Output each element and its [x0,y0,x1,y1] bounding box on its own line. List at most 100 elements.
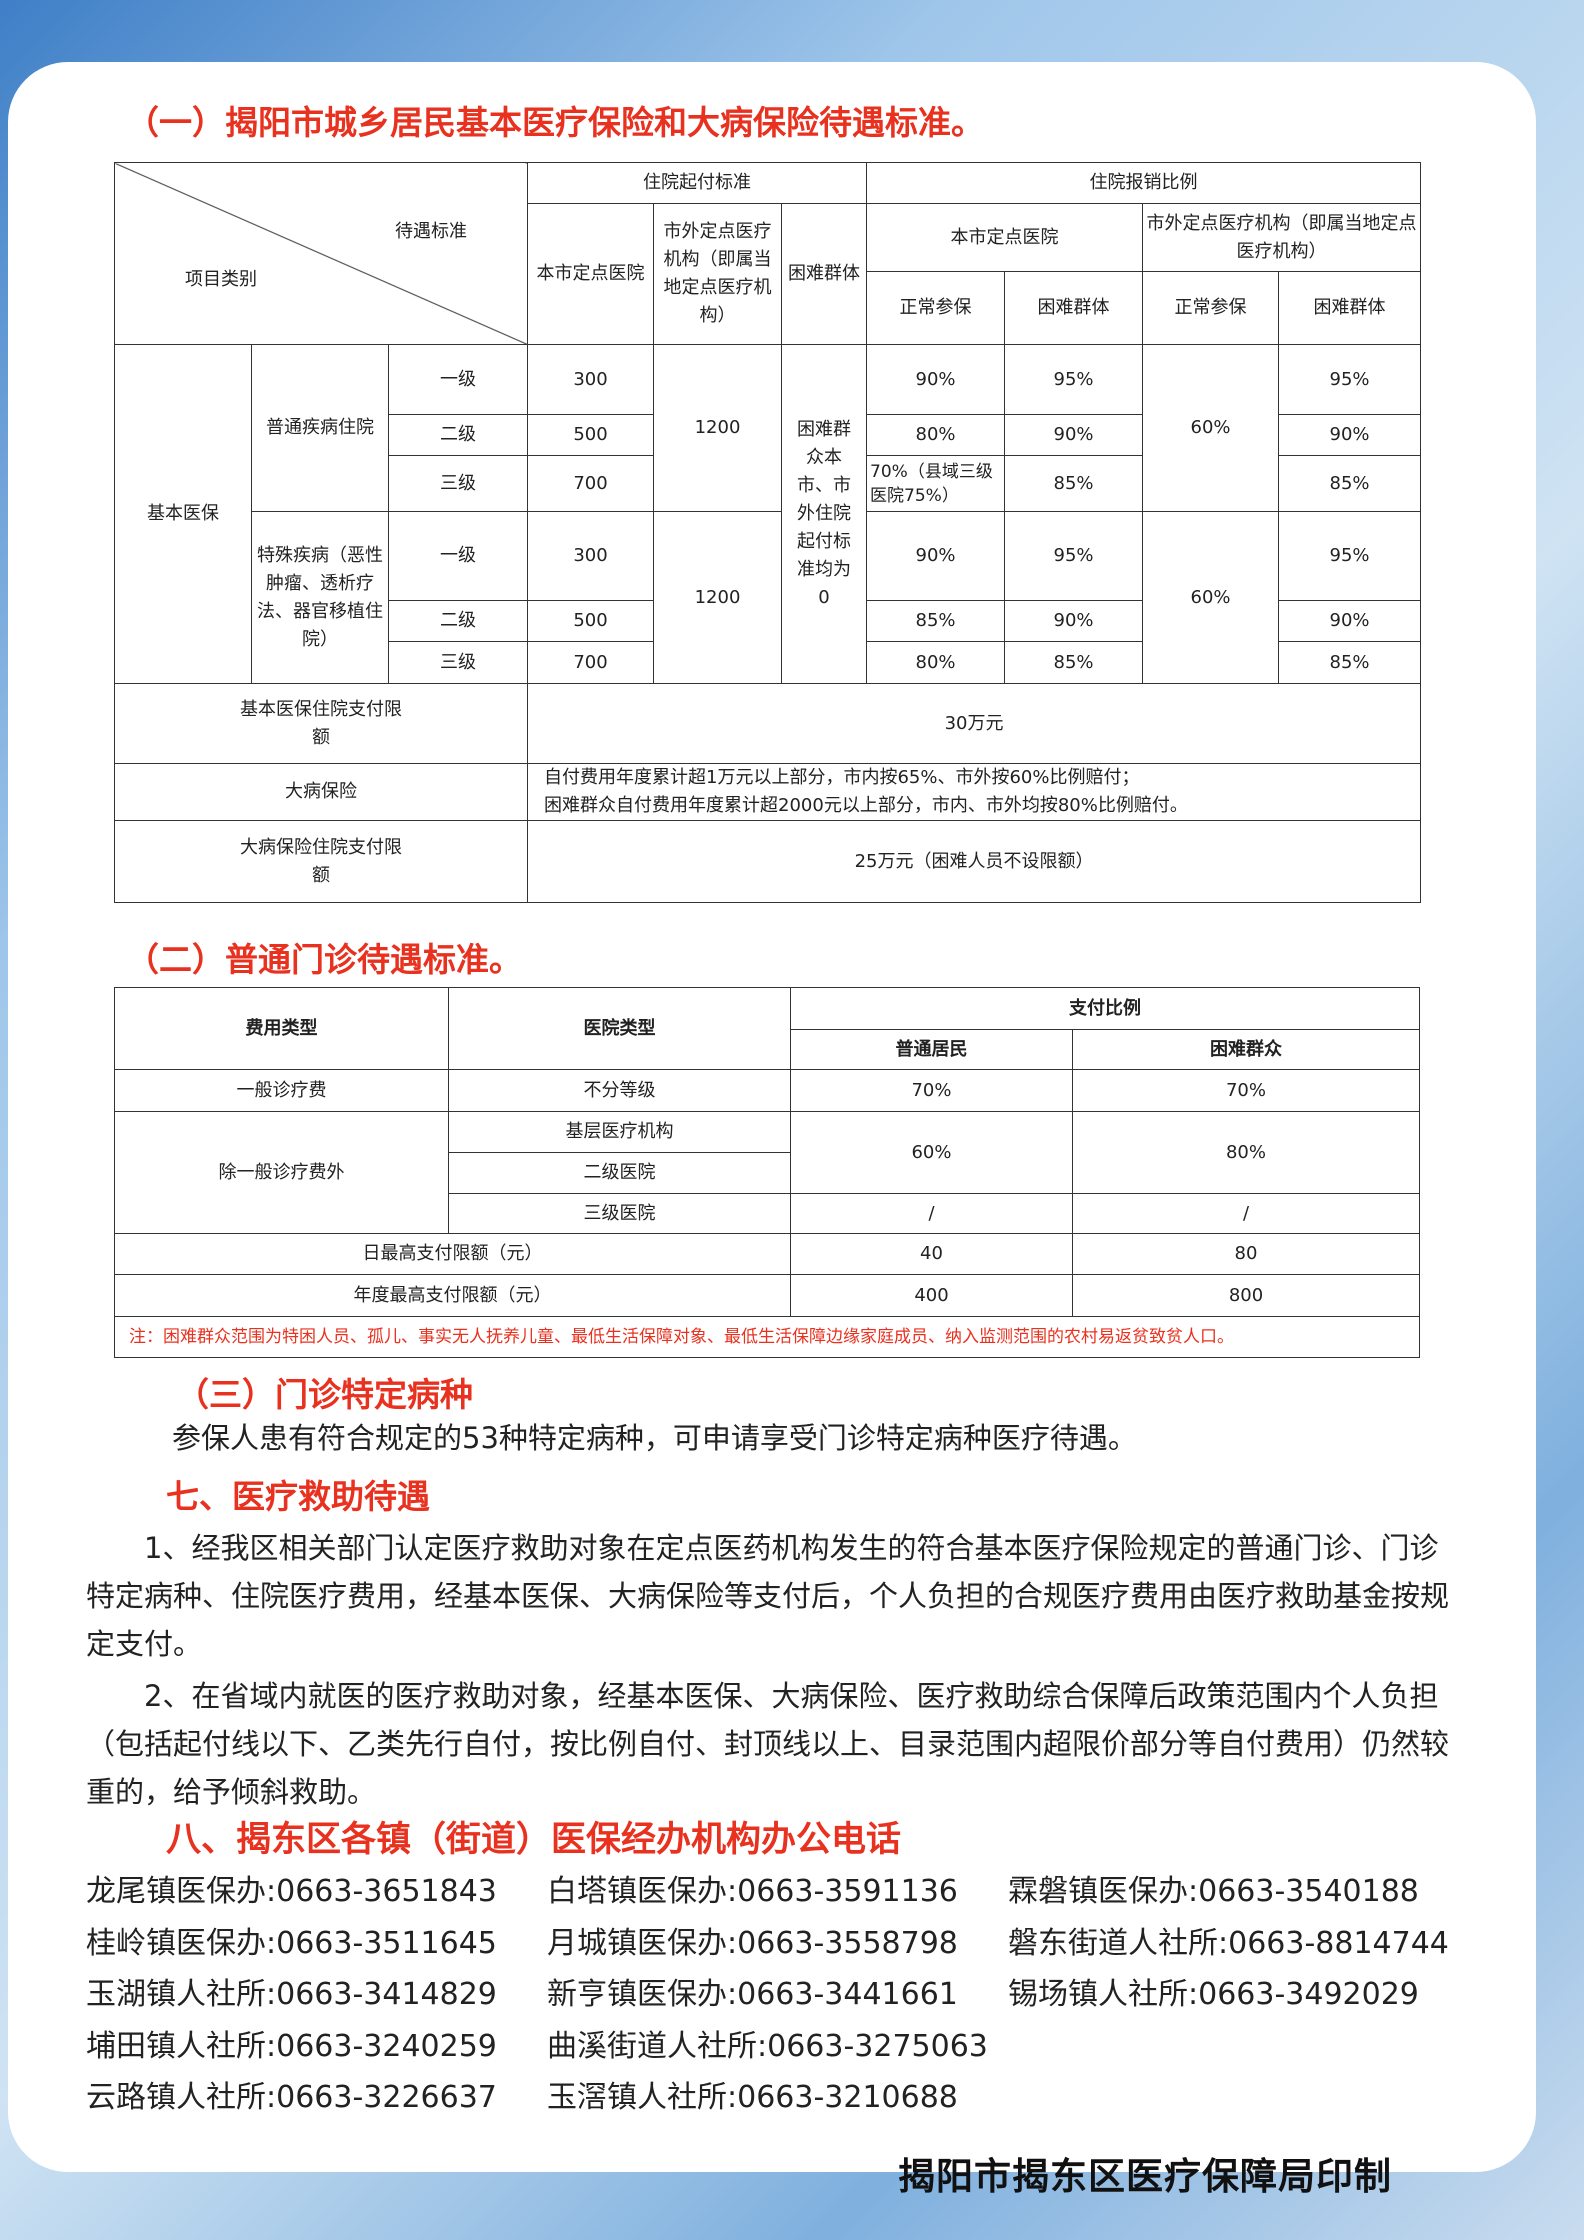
year-limit-label: 年度最高支付限额（元） [114,1274,791,1317]
putong-label: 普通疾病住院 [251,344,389,512]
header-baoxiao: 住院报销比例 [866,162,1422,204]
kunnan-note-cell: 困难群众本市、市外住院起付标准均为0 [781,344,868,684]
dabing-line: 自付费用年度累计超1万元以上部分，市内按65%、市外按60%比例赔付； [544,767,1140,788]
inpatient-table: 待遇标准 项目类别 住院起付标准 住院报销比例 本市定点医院 市外定点医疗机构（即… [113,162,1422,903]
section7-title: 七、医疗救助待遇 [166,1477,430,1516]
kn2-cell: 95% [1278,511,1422,601]
limit-value: 30万元 [527,683,1422,764]
header-zc2: 正常参保 [1142,271,1280,345]
phone-item: 桂岭镇医保办:0663-3511645 [86,1925,497,1961]
zc-cell: 80% [866,641,1006,684]
header-hospital: 医院类型 [448,987,791,1070]
benshi-cell: 300 [527,344,655,415]
hospital-cell: 三级医院 [448,1193,791,1234]
phone-item: 埔田镇人社所:0663-3240259 [86,2028,497,2064]
kn-cell: 85% [1004,455,1144,512]
zc-cell: 85% [866,600,1006,642]
kn2-cell: 90% [1278,600,1422,642]
phone-item: 新亨镇医保办:0663-3441661 [547,1977,958,2012]
header-zc1: 正常参保 [866,271,1006,345]
phone-item: 霖磐镇医保办:0663-3540188 [1008,1874,1419,1909]
phone-item: 玉湖镇人社所:0663-3414829 [86,1977,497,2012]
shiwai-qifu-cell: 1200 [653,511,783,684]
level-cell: 三级 [387,455,529,512]
hard-cell: 800 [1072,1274,1420,1317]
section7-p2: 2、在省域内就医的医疗救助对象，经基本医保、大病保险、医疗救助综合保障后政策范围… [86,1679,1450,1809]
dabing-value: 自付费用年度累计超1万元以上部分，市内按65%、市外按60%比例赔付； 困难群众自… [527,763,1422,821]
dabing-label: 大病保险 [113,763,529,821]
header-kn2: 困难群体 [1278,271,1422,345]
kn-cell: 90% [1004,600,1144,642]
type-cell: 除一般诊疗费外 [114,1111,449,1234]
kn-cell: 95% [1004,511,1144,601]
dabing-line: 困难群众自付费用年度累计超2000元以上部分，市内、市外均按80%比例赔付。 [544,795,1188,816]
level-cell: 一级 [387,344,529,415]
zc-cell: 80% [866,414,1006,456]
hard-cell: 70% [1072,1069,1420,1112]
benshi-cell: 700 [527,641,655,684]
phone-item: 曲溪街道人社所:0663-3275063 [547,2028,988,2064]
section3-text: 参保人患有符合规定的53种特定病种，可申请享受门诊特定病种医疗待遇。 [172,1421,1137,1455]
hard-cell: 80 [1072,1233,1420,1275]
normal-cell: 40 [790,1233,1073,1275]
outpatient-table: 费用类型 医院类型 支付比例 普通居民 困难群众 一般诊疗费 不分等级 70% … [114,987,1420,1358]
phone-item: 磐东街道人社所:0663-8814744 [1008,1925,1449,1961]
zc-cell: 90% [866,511,1006,601]
normal-cell: 60% [790,1111,1073,1194]
dabing-limit-value: 25万元（困难人员不设限额） [527,820,1422,903]
section3-title: （三）门诊特定病种 [176,1375,473,1414]
zc-cell: 70%（县域三级医院75%） [866,455,1006,512]
header-normal: 普通居民 [790,1029,1073,1070]
benshi-cell: 500 [527,600,655,642]
benshi-cell: 700 [527,455,655,512]
phone-item: 月城镇医保办:0663-3558798 [547,1925,958,1961]
diagonal-header: 待遇标准 项目类别 [113,162,529,345]
shiwai-qifu-cell: 1200 [653,344,783,512]
section7-p1: 1、经我区相关部门认定医疗救助对象在定点医药机构发生的符合基本医疗保险规定的普通… [86,1531,1450,1661]
header-shiwai-ratio: 市外定点医疗机构（即属当地定点医疗机构） [1142,203,1422,272]
kn2-cell: 95% [1278,344,1422,415]
kn2-cell: 85% [1278,455,1422,512]
kn-cell: 90% [1004,414,1144,456]
day-limit-label: 日最高支付限额（元） [114,1233,791,1275]
normal-cell: 70% [790,1069,1073,1112]
footer-publisher: 揭阳市揭东区医疗保障局印制 [898,2155,1392,2198]
normal-cell: 400 [790,1274,1073,1317]
kn2-cell: 85% [1278,641,1422,684]
level-cell: 三级 [387,641,529,684]
header-hard: 困难群众 [1072,1029,1420,1070]
header-type: 费用类型 [114,987,449,1070]
jiben-label: 基本医保 [114,344,252,684]
phone-item: 白塔镇医保办:0663-3591136 [547,1874,958,1909]
header-benshi: 本市定点医院 [527,203,655,345]
header-shiwai: 市外定点医疗机构（即属当地定点医疗机构） [653,203,783,345]
header-kn1: 困难群体 [1004,271,1144,345]
hospital-cell: 基层医疗机构 [448,1111,791,1153]
header-benshi-ratio: 本市定点医院 [866,203,1144,272]
normal-cell: / [790,1193,1073,1234]
kn-cell: 95% [1004,344,1144,415]
diag-bottom-label: 项目类别 [185,269,257,290]
limit-label: 基本医保住院支付限额 [113,683,529,764]
zc-cell: 90% [866,344,1006,415]
benshi-cell: 300 [527,511,655,601]
level-cell: 一级 [387,511,529,601]
phone-item: 锡场镇人社所:0663-3492029 [1008,1977,1419,2012]
shiwai-zc-cell: 60% [1142,511,1280,684]
teshu-label: 特殊疾病（恶性肿瘤、透析疗法、器官移植住院） [251,511,389,684]
phone-item: 龙尾镇医保办:0663-3651843 [86,1874,497,1909]
hard-cell: 80% [1072,1111,1420,1194]
section1-title: （一）揭阳市城乡居民基本医疗保险和大病保险待遇标准。 [126,103,984,142]
header-qifu: 住院起付标准 [527,162,868,204]
phone-item: 玉滘镇人社所:0663-3210688 [547,2080,958,2115]
phone-item: 云路镇人社所:0663-3226637 [86,2080,497,2115]
header-kunnan: 困难群体 [781,203,868,345]
hospital-cell: 不分等级 [448,1069,791,1112]
hard-cell: / [1072,1193,1420,1234]
kn-cell: 85% [1004,641,1144,684]
benshi-cell: 500 [527,414,655,456]
header-ratio: 支付比例 [790,987,1420,1030]
type-cell: 一般诊疗费 [114,1069,449,1112]
hospital-cell: 二级医院 [448,1152,791,1194]
shiwai-zc-cell: 60% [1142,344,1280,512]
